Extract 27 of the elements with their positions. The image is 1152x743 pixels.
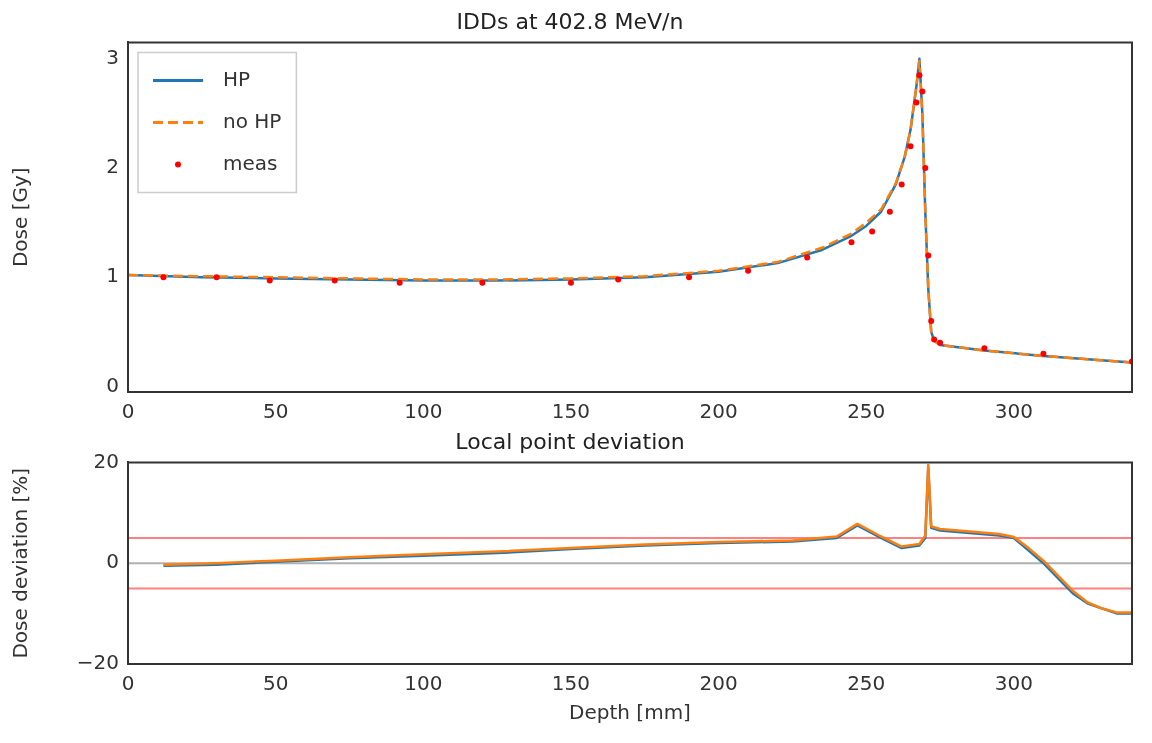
x-tick-label: 150 bbox=[551, 671, 591, 696]
x-tick-label: 150 bbox=[551, 399, 591, 424]
x-axis-title: Depth [mm] bbox=[569, 700, 691, 725]
chart-title: IDDs at 402.8 MeV/n bbox=[456, 8, 684, 34]
y-tick-label: 0 bbox=[106, 549, 119, 574]
x-tick-label: 200 bbox=[699, 399, 738, 424]
x-tick-label: 100 bbox=[404, 671, 443, 696]
y-tick-label: 0 bbox=[106, 372, 119, 397]
y-tick-label: 20 bbox=[93, 448, 119, 473]
x-tick-label: 300 bbox=[994, 399, 1033, 424]
legend-label: no HP bbox=[223, 108, 282, 133]
y-tick-label: 1 bbox=[106, 263, 119, 288]
legend-label: HP bbox=[223, 66, 251, 91]
y-axis-title: Dose deviation [%] bbox=[8, 467, 33, 659]
x-tick-label: 300 bbox=[994, 671, 1033, 696]
chart-title: Local point deviation bbox=[455, 428, 685, 454]
x-tick-label: 250 bbox=[847, 399, 886, 424]
y-tick-label: −20 bbox=[76, 650, 119, 675]
legend-label: meas bbox=[223, 150, 278, 175]
x-tick-label: 250 bbox=[847, 671, 886, 696]
y-tick-label: 3 bbox=[106, 44, 119, 69]
x-tick-label: 50 bbox=[262, 399, 289, 424]
y-axis-title: Dose [Gy] bbox=[8, 167, 33, 268]
y-tick-label: 2 bbox=[106, 154, 119, 179]
x-tick-label: 200 bbox=[699, 671, 738, 696]
x-tick-label: 100 bbox=[404, 399, 443, 424]
x-tick-label: 50 bbox=[262, 671, 289, 696]
